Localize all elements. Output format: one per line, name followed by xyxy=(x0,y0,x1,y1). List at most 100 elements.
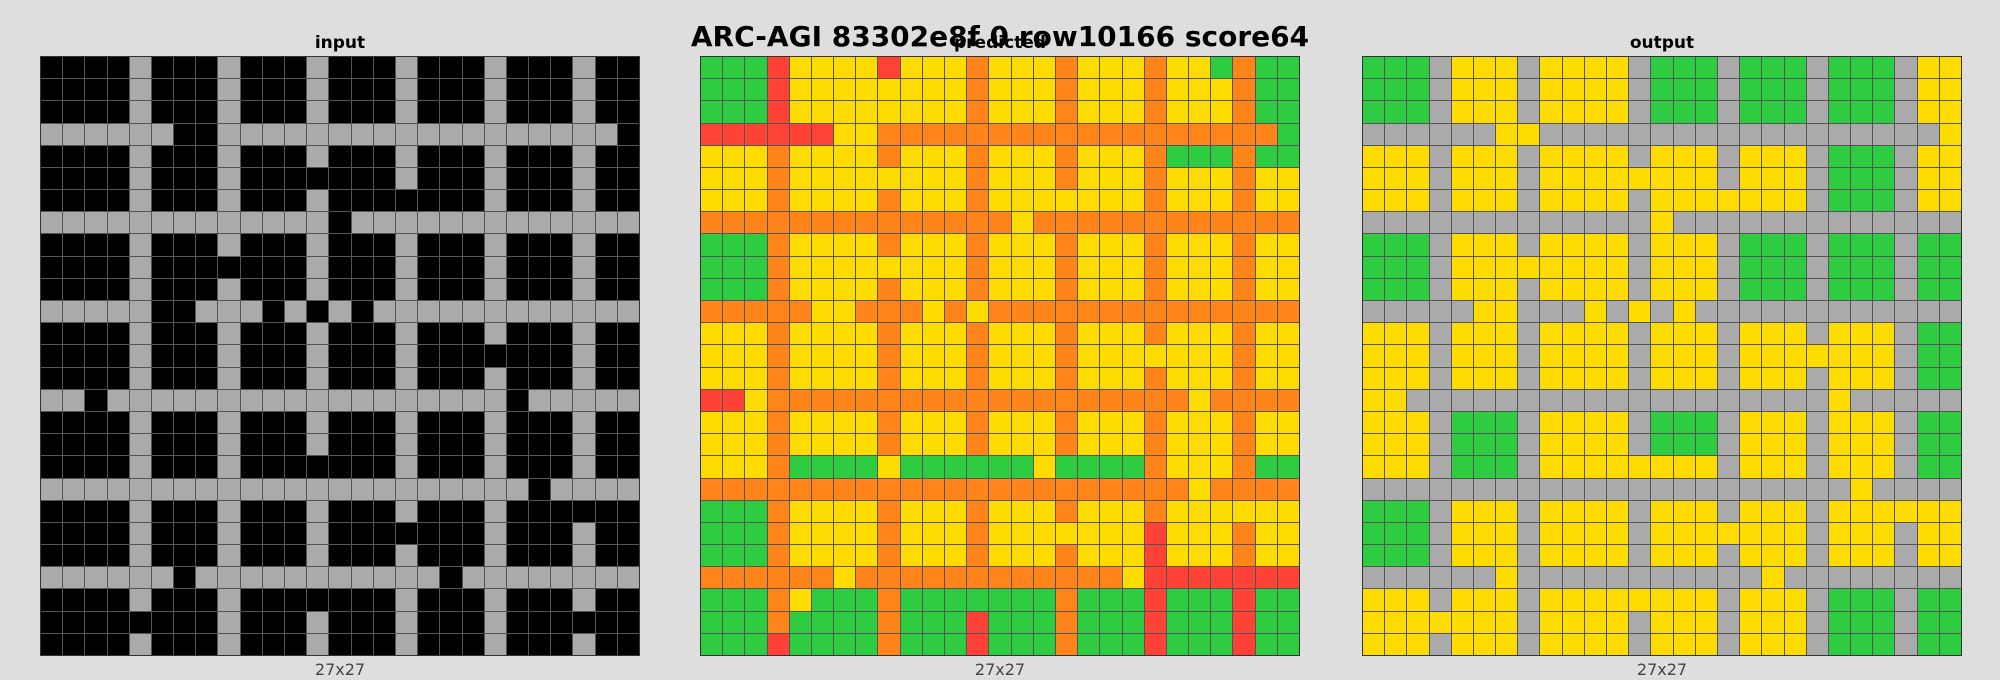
grid-cell xyxy=(1762,212,1784,234)
grid-cell xyxy=(1407,301,1429,323)
grid-cell xyxy=(1277,567,1299,589)
grid-cell xyxy=(85,234,107,256)
grid-cell xyxy=(351,278,373,301)
grid-cell xyxy=(418,589,440,611)
grid-cell xyxy=(1651,123,1673,145)
grid-cell xyxy=(351,411,373,434)
grid-cell xyxy=(129,389,151,411)
grid-cell xyxy=(484,567,506,589)
grid-cell xyxy=(967,301,989,323)
grid-cell xyxy=(262,345,285,367)
grid-cell xyxy=(1255,278,1277,301)
grid-cell xyxy=(701,57,723,79)
grid-cell xyxy=(1562,345,1584,367)
grid-cell xyxy=(1277,345,1299,367)
grid-cell xyxy=(967,633,989,655)
grid-cell xyxy=(1473,389,1496,411)
grid-cell xyxy=(1540,323,1562,345)
grid-cell xyxy=(767,633,789,655)
grid-cell xyxy=(262,123,285,145)
grid-cell xyxy=(1851,190,1873,212)
grid-cell xyxy=(1651,633,1673,655)
grid-cell xyxy=(1673,633,1695,655)
grid-cell xyxy=(573,589,595,611)
grid-cell xyxy=(1607,57,1629,79)
grid-cell xyxy=(1939,411,1961,434)
grid-cell xyxy=(967,167,989,190)
grid-cell xyxy=(878,212,900,234)
grid-cell xyxy=(1011,589,1033,611)
grid-cell xyxy=(1873,567,1895,589)
grid-cell xyxy=(1895,500,1917,522)
grid-cell xyxy=(1496,234,1518,256)
grid-cell xyxy=(1429,478,1451,500)
grid-cell xyxy=(1828,301,1851,323)
grid-cell xyxy=(1740,190,1762,212)
grid-cell xyxy=(1189,301,1211,323)
grid-cell xyxy=(1033,234,1055,256)
grid-cell xyxy=(856,256,878,278)
grid-cell xyxy=(1607,545,1629,567)
grid-cell xyxy=(1895,589,1917,611)
grid-cell xyxy=(196,389,218,411)
grid-cell xyxy=(41,589,63,611)
grid-cell xyxy=(529,190,551,212)
grid-cell xyxy=(1255,567,1277,589)
grid-cell xyxy=(1166,567,1189,589)
grid-cell xyxy=(1717,212,1740,234)
grid-cell xyxy=(107,212,129,234)
grid-cell xyxy=(1784,411,1806,434)
grid-cell xyxy=(440,145,462,167)
grid-cell xyxy=(1078,212,1100,234)
grid-cell xyxy=(329,456,351,478)
grid-cell xyxy=(1607,567,1629,589)
grid-cell xyxy=(922,411,945,434)
grid-cell xyxy=(1673,278,1695,301)
grid-cell xyxy=(1562,167,1584,190)
grid-cell xyxy=(1518,301,1540,323)
grid-cell xyxy=(1717,389,1740,411)
grid-cell xyxy=(967,389,989,411)
grid-cell xyxy=(723,101,745,123)
grid-cell xyxy=(1651,301,1673,323)
grid-cell xyxy=(418,123,440,145)
grid-cell xyxy=(811,567,834,589)
grid-cell xyxy=(811,101,834,123)
grid-cell xyxy=(834,367,856,389)
grid-cell xyxy=(1144,567,1166,589)
grid-cell xyxy=(595,101,617,123)
grid-cell xyxy=(285,256,307,278)
grid-cell xyxy=(1496,567,1518,589)
grid-cell xyxy=(617,633,639,655)
grid-cell xyxy=(240,234,262,256)
grid-cell xyxy=(834,345,856,367)
grid-cell xyxy=(789,234,811,256)
grid-cell xyxy=(1851,256,1873,278)
grid-cell xyxy=(1540,345,1562,367)
grid-cell xyxy=(1740,345,1762,367)
grid-cell xyxy=(856,57,878,79)
grid-cell xyxy=(1651,256,1673,278)
grid-cell xyxy=(484,323,506,345)
grid-cell xyxy=(1584,323,1607,345)
grid-cell xyxy=(1851,411,1873,434)
grid-cell xyxy=(1100,123,1122,145)
grid-cell xyxy=(1851,79,1873,101)
grid-cell xyxy=(1584,301,1607,323)
grid-cell xyxy=(1695,478,1717,500)
grid-cell xyxy=(373,57,395,79)
grid-cell xyxy=(1762,256,1784,278)
grid-cell xyxy=(1385,611,1407,633)
grid-cell xyxy=(1033,123,1055,145)
grid-cell xyxy=(151,589,174,611)
grid-cell xyxy=(967,411,989,434)
grid-cell xyxy=(1429,301,1451,323)
grid-cell xyxy=(789,212,811,234)
grid-cell xyxy=(63,57,85,79)
grid-cell xyxy=(1429,389,1451,411)
grid-cell xyxy=(1055,456,1078,478)
grid-cell xyxy=(1828,478,1851,500)
grid-cell xyxy=(1166,79,1189,101)
grid-cell xyxy=(1806,589,1828,611)
grid-cell xyxy=(1189,500,1211,522)
